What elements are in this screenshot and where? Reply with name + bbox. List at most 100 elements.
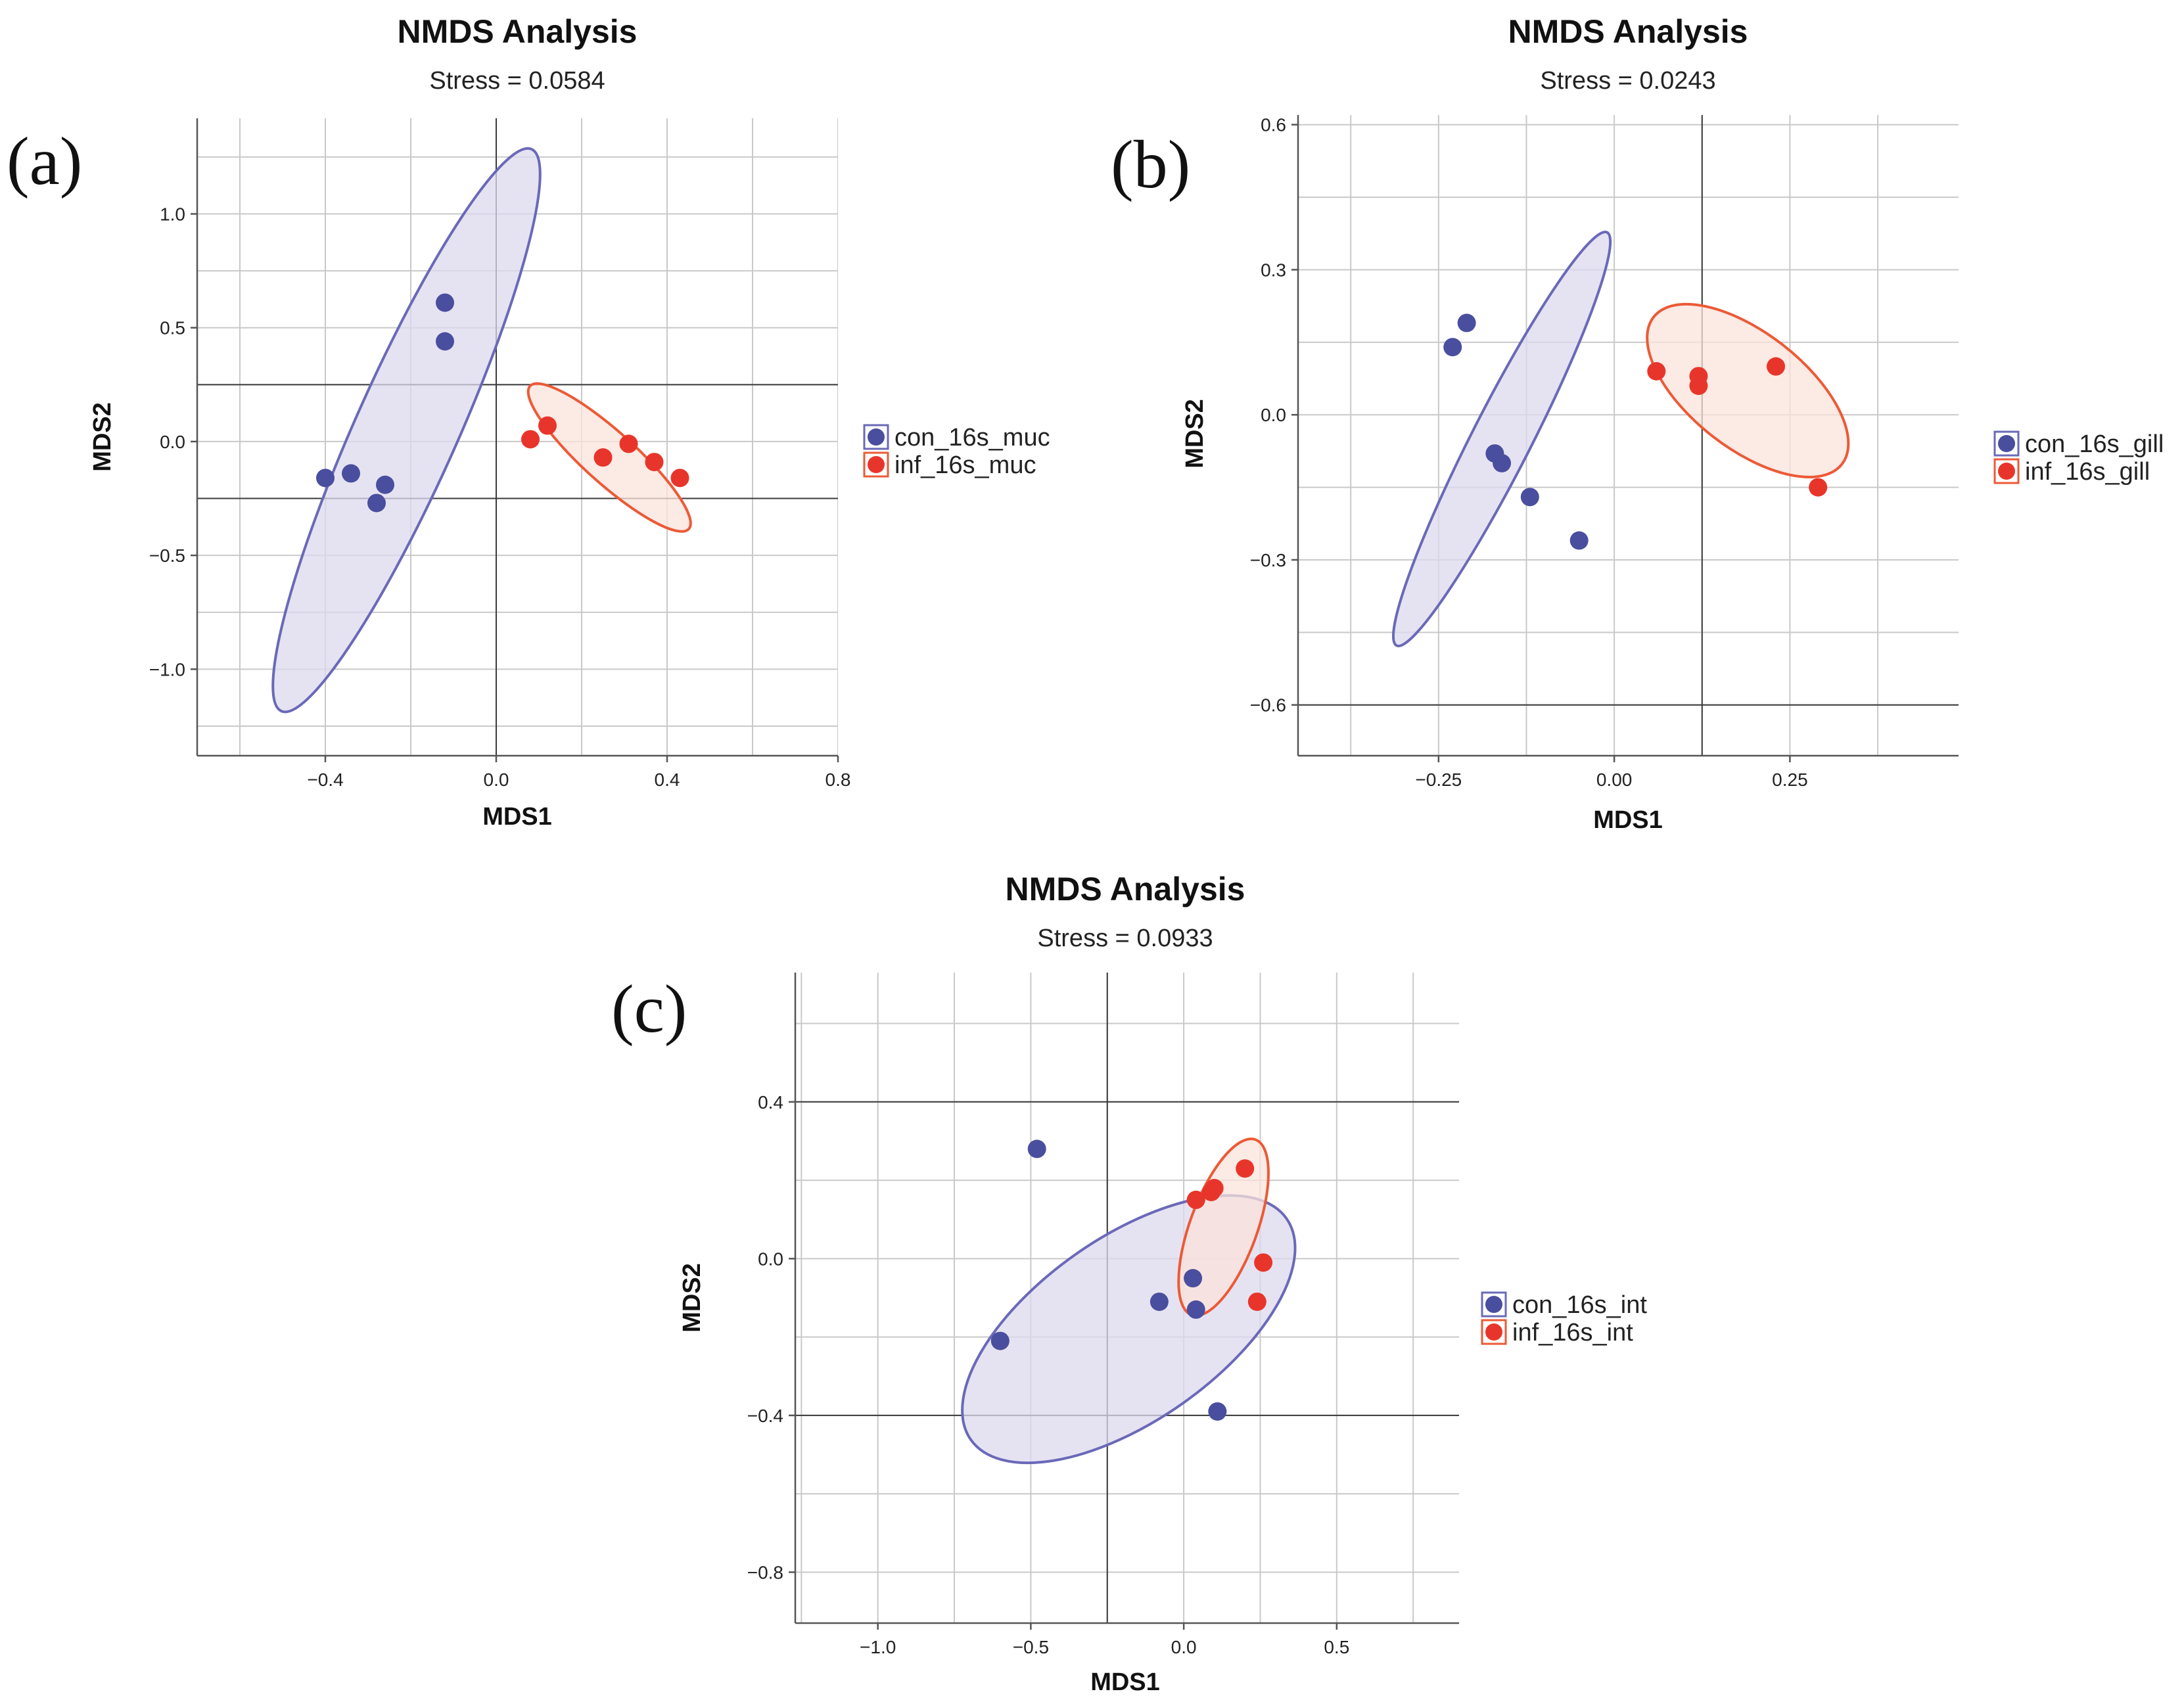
chart-subtitle: Stress = 0.0584 — [429, 67, 605, 95]
point-inf_16s_int — [1254, 1253, 1273, 1272]
chart-subtitle: Stress = 0.0933 — [1037, 925, 1213, 952]
x-axis-label: MDS1 — [482, 803, 552, 831]
point-con_16s_muc — [342, 464, 360, 483]
x-tick-label: −0.25 — [1415, 770, 1462, 790]
point-con_16s_int — [1208, 1402, 1227, 1421]
x-tick-label: 0.5 — [1324, 1637, 1349, 1657]
legend-marker-con_16s_gill — [1998, 435, 2015, 452]
legend-marker-con_16s_int — [1485, 1296, 1502, 1313]
point-inf_16s_int — [1236, 1159, 1255, 1178]
point-con_16s_int — [1186, 1300, 1205, 1319]
plot-area — [1298, 115, 1959, 756]
point-con_16s_gill — [1493, 453, 1512, 472]
legend-label-inf_16s_int: inf_16s_int — [1512, 1319, 1633, 1346]
y-tick-label: 0.6 — [1261, 115, 1286, 135]
point-con_16s_muc — [376, 475, 394, 494]
x-tick-label: −1.0 — [860, 1637, 896, 1657]
legend-marker-inf_16s_muc — [868, 456, 885, 473]
point-con_16s_gill — [1569, 531, 1589, 550]
point-inf_16s_muc — [521, 430, 540, 449]
chart-title: NMDS Analysis — [1508, 13, 1748, 50]
chart-title: NMDS Analysis — [398, 13, 638, 50]
y-axis-label: MDS2 — [678, 1263, 706, 1333]
x-axis-label: MDS1 — [1593, 806, 1663, 834]
point-inf_16s_int — [1205, 1179, 1224, 1198]
chart-a: (a) NMDS Analysis Stress = 0.0584 MDS1 M… — [7, 13, 1050, 831]
point-con_16s_int — [1184, 1269, 1203, 1288]
y-tick-label: 0.0 — [1261, 405, 1286, 425]
panel-b: (b) NMDS Analysis Stress = 0.0243 MDS1 M… — [1091, 0, 2184, 841]
legend-marker-inf_16s_int — [1485, 1323, 1502, 1341]
plot-area — [197, 118, 838, 756]
legend-marker-inf_16s_gill — [1998, 463, 2015, 480]
point-con_16s_int — [1027, 1139, 1046, 1159]
point-inf_16s_muc — [619, 434, 638, 453]
x-tick-label: 0.0 — [1171, 1637, 1197, 1657]
point-inf_16s_muc — [538, 416, 557, 435]
chart-title: NMDS Analysis — [1006, 871, 1245, 907]
x-axis-label: MDS1 — [1090, 1668, 1160, 1696]
point-inf_16s_int — [1247, 1292, 1266, 1311]
point-inf_16s_gill — [1689, 367, 1708, 386]
ellipse-con_16s_gill — [1391, 230, 1612, 648]
y-tick-label: −0.6 — [1250, 695, 1286, 716]
legend-label-con_16s_muc: con_16s_muc — [895, 424, 1050, 451]
y-tick-label: −0.5 — [149, 545, 185, 566]
legend-label-inf_16s_gill: inf_16s_gill — [2025, 458, 2150, 486]
y-tick-label: −0.8 — [747, 1562, 783, 1582]
chart-b: (b) NMDS Analysis Stress = 0.0243 MDS1 M… — [1111, 13, 2164, 834]
panel-tag: (a) — [7, 124, 82, 199]
point-con_16s_muc — [367, 494, 386, 513]
y-tick-label: −0.3 — [1250, 550, 1286, 570]
plot-area — [795, 973, 1459, 1623]
chart-subtitle: Stress = 0.0243 — [1540, 67, 1715, 95]
y-axis-label: MDS2 — [1181, 399, 1209, 469]
point-inf_16s_muc — [593, 448, 613, 467]
ellipse-con_16s_muc — [271, 147, 542, 714]
y-tick-label: −1.0 — [149, 659, 185, 679]
point-inf_16s_int — [1186, 1190, 1205, 1209]
x-tick-label: 0.4 — [655, 770, 680, 790]
panel-a: (a) NMDS Analysis Stress = 0.0584 MDS1 M… — [0, 0, 1091, 841]
x-tick-label: 0.25 — [1772, 770, 1808, 790]
panel-tag: (c) — [611, 971, 687, 1047]
x-tick-label: 0.00 — [1596, 770, 1633, 790]
y-axis-label: MDS2 — [89, 402, 116, 472]
legend-label-inf_16s_muc: inf_16s_muc — [895, 451, 1036, 479]
point-con_16s_muc — [436, 293, 454, 312]
x-tick-label: 0.8 — [825, 770, 851, 790]
point-inf_16s_gill — [1809, 478, 1828, 497]
x-tick-label: −0.4 — [307, 770, 343, 790]
panel-tag: (b) — [1111, 127, 1190, 202]
point-con_16s_gill — [1457, 313, 1476, 333]
legend-label-con_16s_gill: con_16s_gill — [2025, 430, 2164, 458]
point-inf_16s_gill — [1767, 357, 1786, 376]
point-con_16s_int — [990, 1331, 1010, 1350]
x-tick-label: 0.0 — [484, 770, 509, 790]
legend-label-con_16s_int: con_16s_int — [1512, 1291, 1647, 1319]
y-tick-label: 0.3 — [1261, 260, 1286, 280]
chart-c: (c) NMDS Analysis Stress = 0.0933 MDS1 M… — [611, 871, 1647, 1696]
point-con_16s_int — [1150, 1292, 1169, 1311]
point-con_16s_gill — [1520, 488, 1539, 507]
point-con_16s_gill — [1443, 338, 1462, 357]
point-con_16s_muc — [436, 332, 454, 351]
point-inf_16s_muc — [670, 469, 689, 488]
y-tick-label: 1.0 — [160, 204, 185, 225]
x-tick-label: −0.5 — [1013, 1637, 1049, 1657]
point-inf_16s_gill — [1647, 362, 1666, 380]
y-tick-label: −0.4 — [747, 1406, 783, 1426]
panel-c: (c) NMDS Analysis Stress = 0.0933 MDS1 M… — [592, 861, 1709, 1700]
y-tick-label: 0.0 — [758, 1249, 783, 1269]
y-tick-label: 0.0 — [160, 432, 185, 452]
ellipse-inf_16s_gill — [1646, 302, 1850, 478]
point-con_16s_muc — [316, 469, 335, 488]
plot-background — [1298, 115, 1959, 756]
y-tick-label: 0.5 — [160, 318, 185, 338]
legend-marker-con_16s_muc — [868, 428, 885, 446]
point-inf_16s_muc — [645, 453, 664, 472]
y-tick-label: 0.4 — [758, 1092, 783, 1113]
